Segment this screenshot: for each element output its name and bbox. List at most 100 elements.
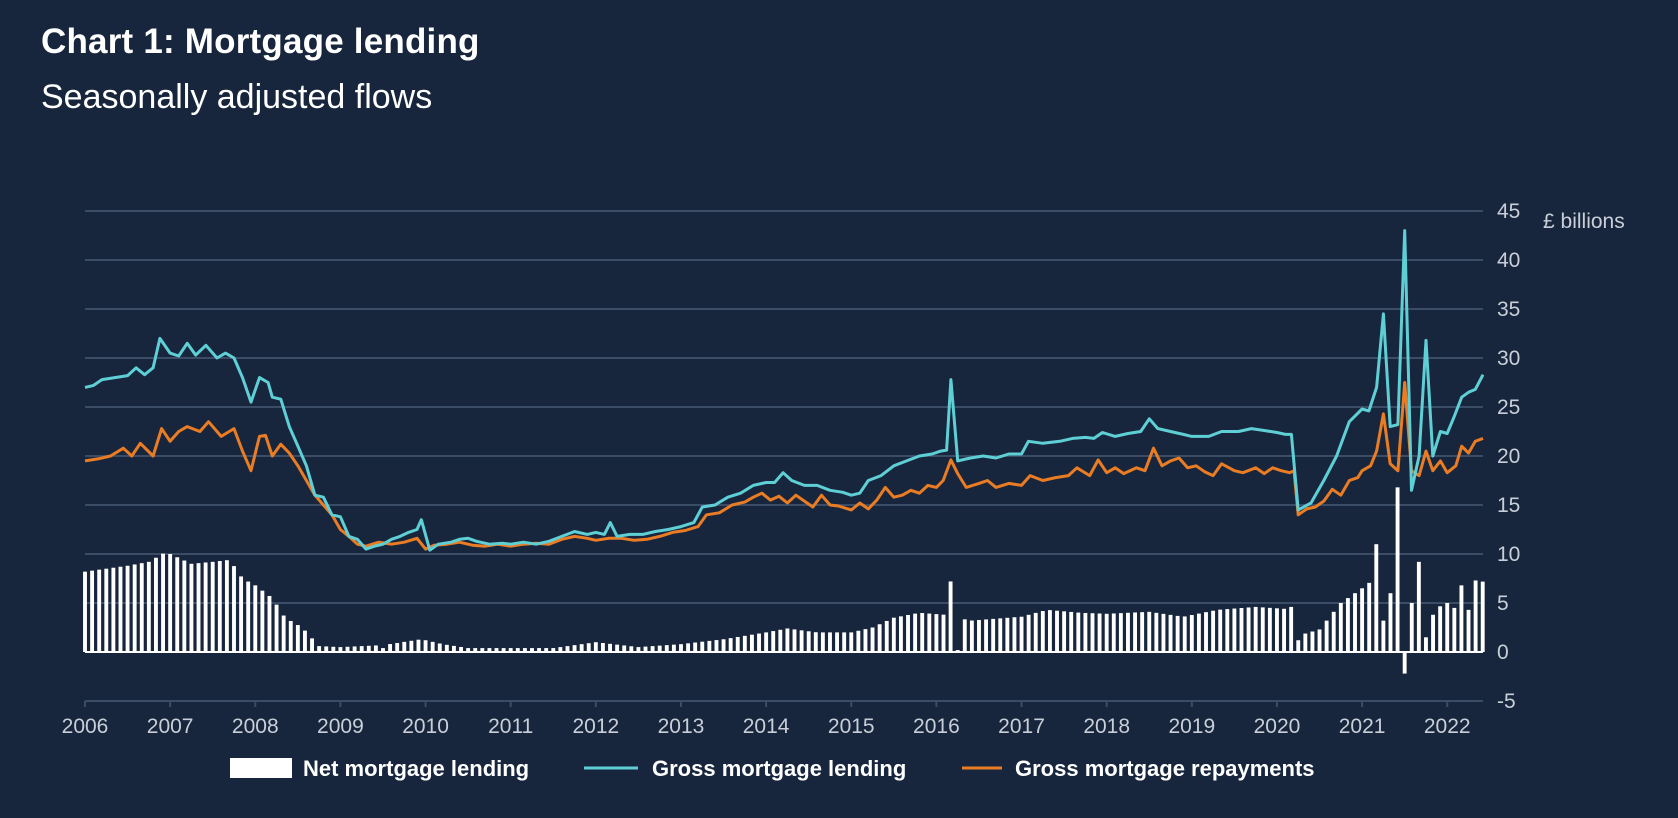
net-lending-bar: [1296, 640, 1301, 652]
net-lending-bar: [388, 644, 393, 652]
net-lending-bar: [1140, 612, 1145, 652]
net-lending-bar: [877, 624, 882, 652]
net-lending-bar: [537, 648, 542, 652]
series-lines: [84, 229, 1485, 552]
net-lending-bar: [1111, 613, 1116, 652]
net-lending-bar: [1431, 614, 1435, 652]
net-lending-bar: [1083, 612, 1088, 652]
net-lending-bar: [813, 632, 818, 652]
net-lending-bar: [1317, 629, 1322, 652]
net-lending-bar: [998, 618, 1003, 652]
net-lending-bar: [1367, 582, 1372, 652]
net-lending-bar: [1480, 581, 1485, 652]
y-tick-label: 20: [1497, 445, 1520, 468]
net-lending-bar: [1154, 612, 1159, 652]
x-tick-label: 2018: [1083, 715, 1130, 738]
net-lending-bar: [1246, 607, 1251, 652]
net-lending-bar: [97, 569, 102, 652]
net-lending-bar: [466, 648, 471, 652]
gridlines: [85, 210, 1483, 702]
net-lending-bar: [749, 634, 754, 652]
x-axis-tick-labels: 2006 2007 2008 2009 2010 2011 2012 2013 2014 2015…: [62, 701, 1471, 738]
y-tick-label: 15: [1497, 494, 1520, 517]
net-lending-bar: [1388, 593, 1393, 652]
net-lending-bar: [1182, 616, 1187, 652]
net-lending-bar: [154, 557, 158, 652]
net-lending-bar: [239, 576, 244, 652]
legend-label-net: Net mortgage lending: [303, 756, 529, 781]
net-lending-bar: [1473, 580, 1478, 652]
net-lending-bar: [1360, 588, 1365, 652]
net-lending-bar: [267, 595, 272, 652]
net-lending-bar: [125, 565, 130, 652]
net-lending-bar: [1040, 611, 1045, 652]
net-lending-bar: [1438, 606, 1443, 652]
net-lending-bar: [274, 604, 279, 652]
net-lending-bar: [679, 644, 683, 652]
net-lending-bar: [295, 625, 300, 652]
x-tick-label: 2007: [147, 715, 194, 738]
net-lending-bar: [224, 560, 229, 652]
net-lending-bar: [1303, 633, 1308, 652]
net-lending-bar: [345, 646, 350, 652]
x-tick-label: 2009: [317, 715, 364, 738]
net-lending-bar: [175, 557, 180, 652]
net-lending-bar: [494, 648, 499, 652]
net-lending-bar: [771, 631, 776, 652]
net-lending-bar: [1118, 613, 1123, 652]
net-lending-bar: [1267, 607, 1272, 652]
net-lending-bar: [686, 643, 691, 652]
y-tick-label: 45: [1497, 200, 1520, 223]
net-lending-bar: [1047, 610, 1052, 652]
net-lending-bar: [260, 590, 265, 652]
net-lending-bar: [1126, 612, 1130, 652]
net-lending-bar: [381, 648, 385, 652]
net-lending-bar: [451, 645, 456, 652]
net-lending-bar: [1416, 561, 1421, 652]
net-lending-bar: [820, 632, 825, 652]
net-lending-bar: [182, 560, 187, 652]
net-lending-bar: [764, 632, 769, 652]
chart-legend: Net mortgage lending Gross mortgage lendi…: [230, 756, 1315, 781]
net-lending-bar: [530, 648, 534, 652]
net-lending-bar: [891, 617, 896, 652]
net-lending-bar: [1275, 608, 1279, 652]
net-lending-bar: [1104, 613, 1109, 652]
net-lending-bar: [444, 644, 449, 652]
net-lending-bar: [721, 639, 726, 652]
net-lending-bar: [310, 638, 314, 652]
net-lending-bar: [977, 619, 981, 652]
y-axis-tick-labels: -5 0 5 10 15 20 25 30 35 40 45: [1497, 200, 1520, 713]
net-lending-bar: [799, 630, 804, 652]
net-lending-bar: [600, 643, 605, 652]
net-lending-bar: [324, 646, 329, 652]
net-lending-bar: [196, 563, 201, 652]
net-lending-bar: [331, 646, 336, 652]
net-lending-bar: [1232, 608, 1237, 652]
net-lending-bar: [1310, 631, 1315, 652]
net-lending-bar: [693, 642, 698, 652]
net-lending-bar: [884, 620, 889, 652]
net-lending-bar: [849, 632, 854, 652]
net-lending-bar: [1204, 612, 1208, 652]
net-lending-bar: [586, 643, 591, 652]
legend-label-gross-lending: Gross mortgage lending: [652, 756, 906, 781]
net-lending-bar: [1282, 608, 1286, 652]
net-lending-bar: [423, 640, 428, 652]
net-lending-bar: [1019, 616, 1024, 652]
x-tick-label: 2019: [1168, 715, 1215, 738]
net-lending-bar: [579, 644, 584, 652]
net-lending-bars: [83, 487, 1485, 674]
net-lending-bar: [1381, 620, 1386, 652]
y-tick-label: 10: [1497, 543, 1520, 566]
net-lending-bar: [104, 568, 109, 652]
net-lending-bar: [934, 614, 939, 652]
net-lending-bar: [1289, 606, 1294, 652]
net-lending-bar: [544, 648, 549, 652]
net-lending-bar: [1466, 609, 1471, 652]
net-lending-bar: [593, 642, 598, 652]
net-lending-bar: [317, 646, 322, 652]
net-lending-bar: [906, 614, 910, 652]
y-tick-label: 30: [1497, 347, 1520, 370]
